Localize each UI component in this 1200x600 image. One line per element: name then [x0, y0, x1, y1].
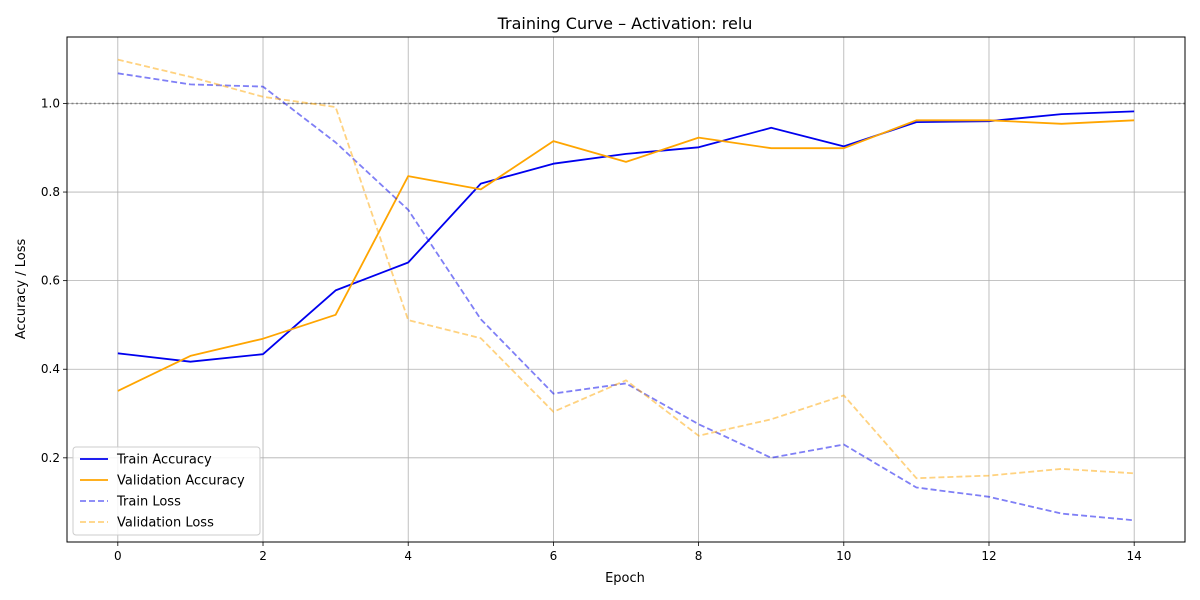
x-tick-label: 8 [695, 549, 703, 563]
y-tick-label: 0.2 [41, 451, 60, 465]
x-tick-label: 4 [404, 549, 412, 563]
series-line-train-accuracy [117, 110, 1135, 363]
y-axis-label: Accuracy / Loss [14, 239, 29, 340]
legend-label: Train Loss [116, 495, 181, 510]
series-line-validation-loss [117, 58, 1135, 480]
legend-label: Validation Accuracy [117, 474, 245, 489]
x-tick-label: 6 [550, 549, 558, 563]
x-tick-label: 0 [114, 549, 122, 563]
plot-frame [66, 36, 1186, 543]
x-axis-label: Epoch [605, 571, 645, 586]
series-line-validation-accuracy [117, 119, 1135, 392]
y-tick-label: 1.0 [41, 96, 60, 110]
y-tick-label: 0.6 [41, 274, 60, 288]
x-tick-label: 12 [981, 549, 996, 563]
x-tick-label: 2 [259, 549, 267, 563]
series-line-train-loss [117, 72, 1135, 522]
legend-box [72, 446, 261, 536]
x-tick-label: 10 [836, 549, 851, 563]
y-axis-ticks: 0.2 0.4 0.6 0.8 1.0 [41, 96, 67, 465]
chart-title: Training Curve – Activation: relu [497, 14, 753, 33]
series-lines [117, 58, 1135, 522]
legend: Train Accuracy Validation Accuracy Train L… [72, 446, 261, 536]
legend-label: Validation Loss [117, 516, 214, 531]
x-tick-label: 14 [1127, 549, 1142, 563]
y-tick-label: 0.8 [41, 185, 60, 199]
y-tick-label: 0.4 [41, 362, 60, 376]
legend-label: Train Accuracy [116, 453, 212, 468]
x-axis-ticks: 0 2 4 6 8 10 12 14 [114, 542, 1142, 563]
